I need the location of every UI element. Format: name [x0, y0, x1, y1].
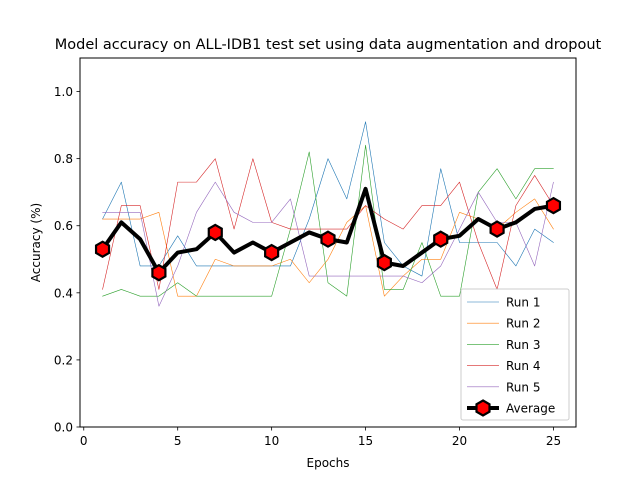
x-tick-label: 25 [546, 434, 561, 448]
legend-label: Average [506, 402, 555, 416]
data-point-marker [545, 196, 562, 215]
x-tick-label: 15 [358, 434, 373, 448]
data-point-marker [376, 253, 392, 272]
x-tick-label: 5 [174, 434, 182, 448]
legend-label: Run 3 [506, 338, 540, 352]
x-axis-label: Epochs [307, 456, 350, 470]
legend-label: Run 1 [506, 296, 540, 310]
data-point-marker [94, 240, 111, 258]
y-tick-label: 0.4 [54, 286, 73, 300]
plot-frame [79, 57, 577, 428]
series-line-4 [102, 158, 554, 290]
y-tick-label: 0.6 [54, 219, 73, 233]
data-point-marker [264, 243, 280, 262]
y-tick-label: 0.2 [54, 353, 73, 367]
plot-series [94, 121, 562, 307]
x-axis: 0 5 10 15 20 25 [80, 427, 561, 448]
data-point-marker [433, 230, 449, 248]
data-point-marker [207, 223, 223, 242]
y-tick-label: 0.0 [54, 421, 73, 435]
data-point-marker [320, 230, 336, 248]
legend-label: Run 5 [506, 380, 540, 394]
series-line-5 [102, 181, 554, 307]
x-tick-label: 0 [80, 434, 88, 448]
x-tick-label: 20 [452, 434, 467, 448]
data-point-marker [151, 263, 167, 282]
y-tick-label: 1.0 [54, 85, 73, 99]
legend-label: Run 2 [506, 317, 540, 331]
legend-label: Run 4 [506, 359, 540, 373]
legend: Run 1 Run 2 Run 3 Run 4 Run 5 Average [460, 288, 570, 421]
legend-box [460, 288, 570, 421]
legend-marker [475, 399, 491, 417]
y-tick-label: 0.8 [54, 152, 73, 166]
x-tick-label: 10 [264, 434, 279, 448]
data-point-marker [489, 220, 505, 238]
y-axis-label: Accuracy (%) [29, 203, 43, 282]
y-axis: 0.0 0.2 0.4 0.6 0.8 1.0 [54, 85, 80, 435]
chart-title: Model accuracy on ALL-IDB1 test set usin… [55, 37, 602, 53]
